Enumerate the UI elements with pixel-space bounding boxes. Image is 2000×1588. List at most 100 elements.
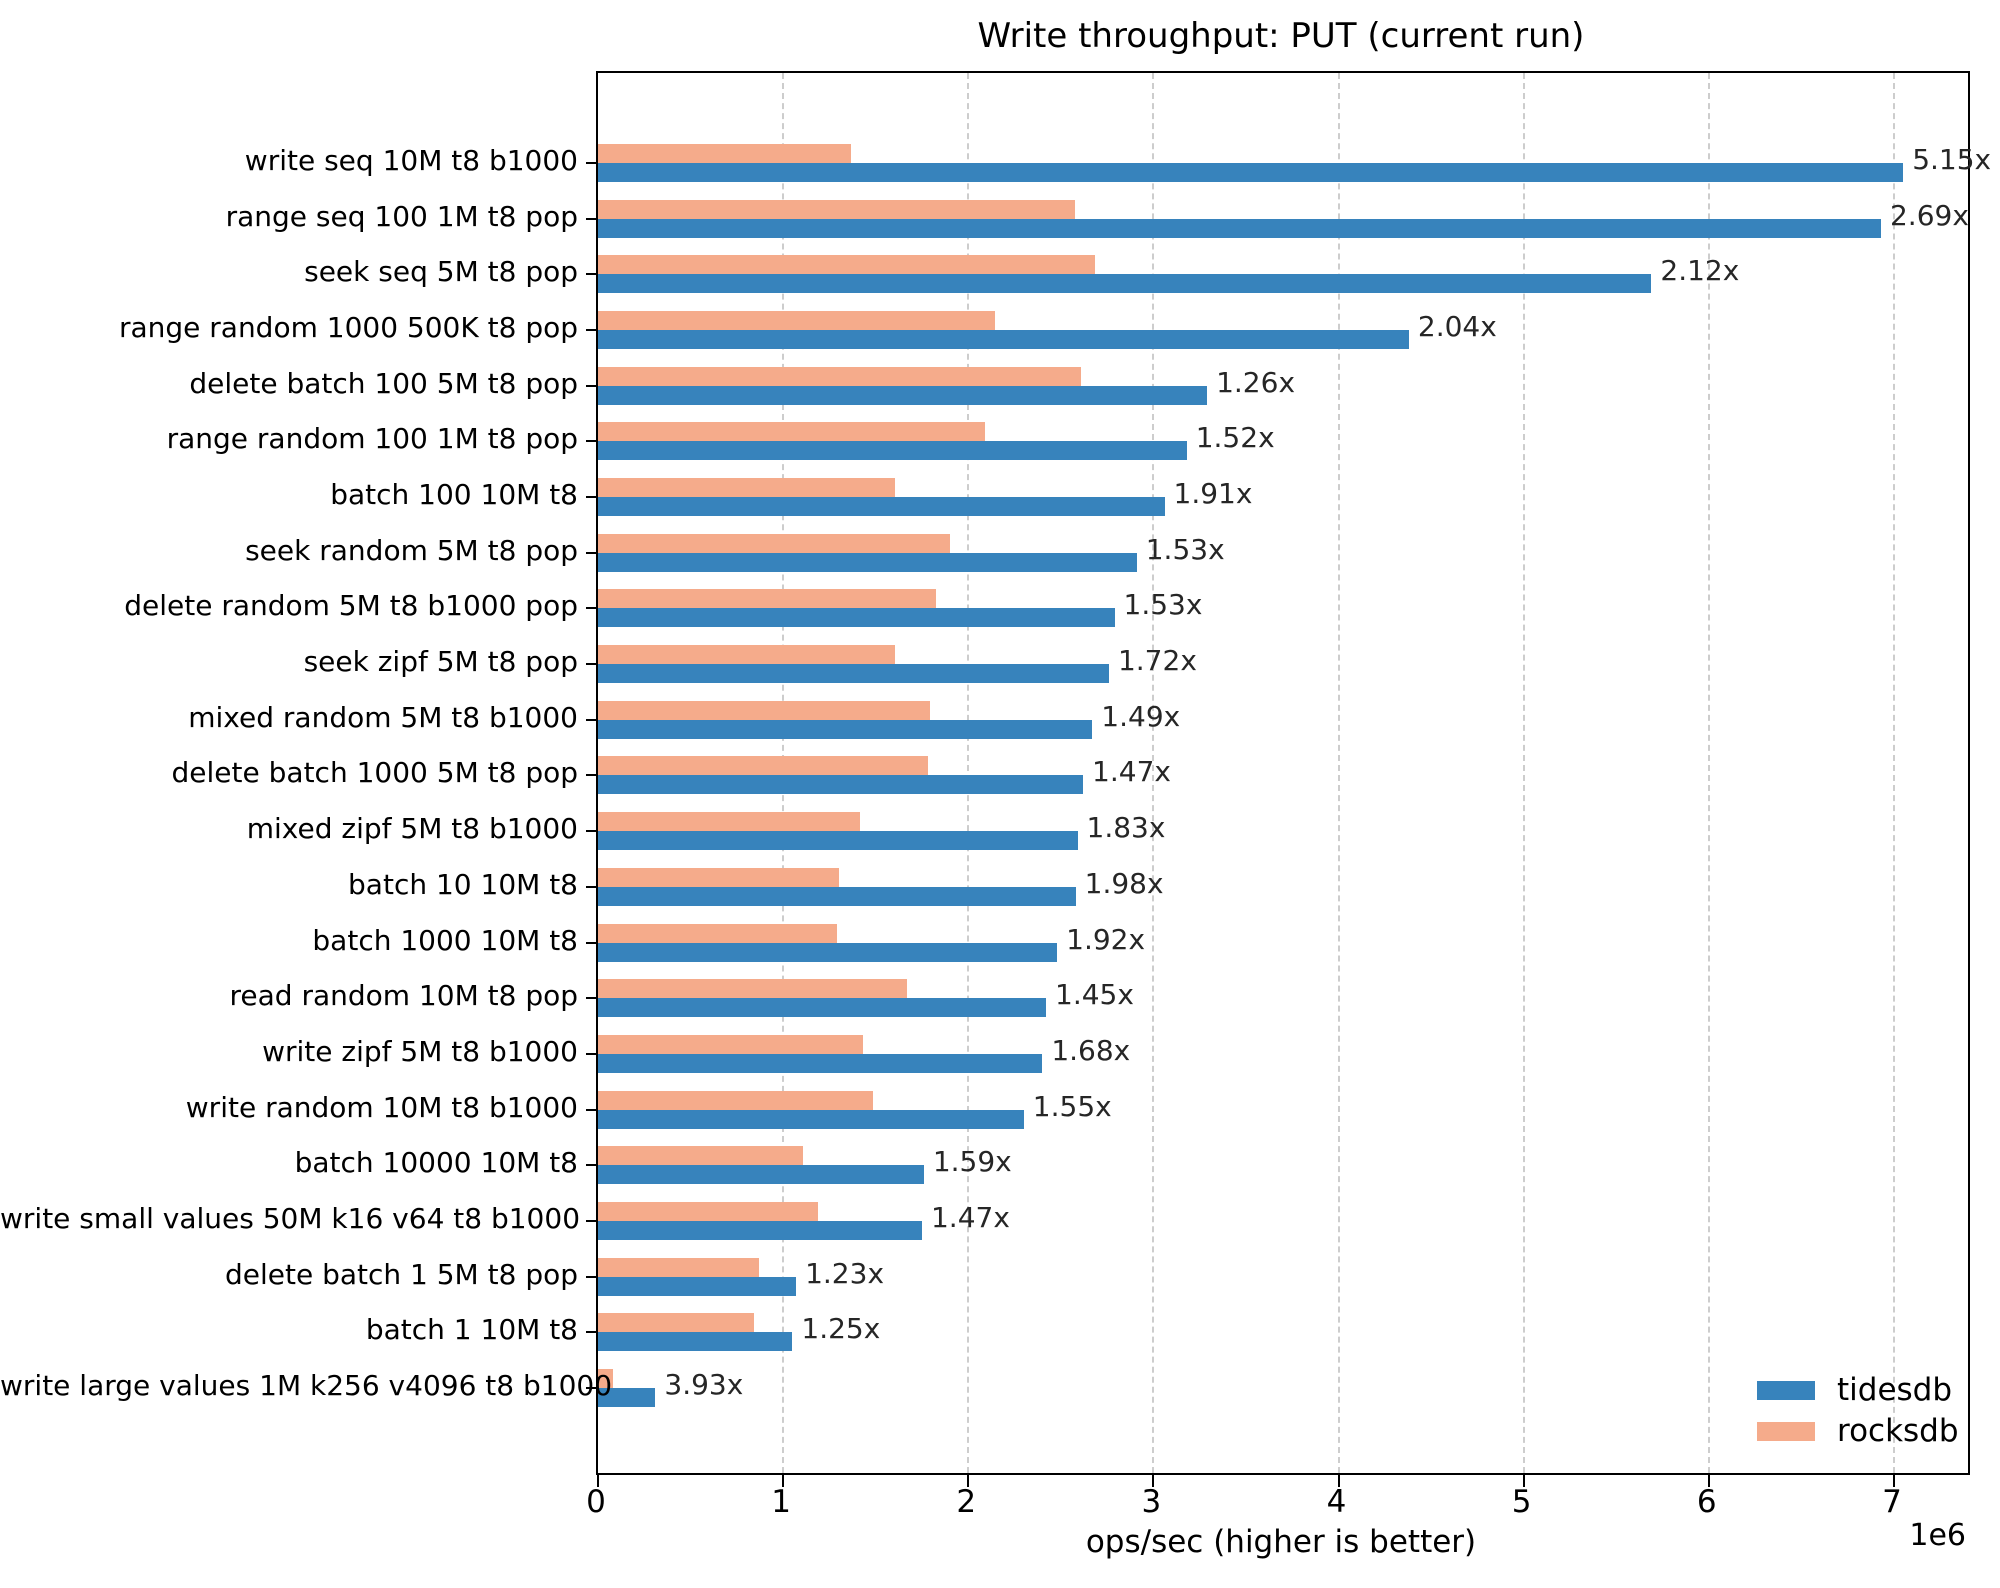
- gridline-x3: [1152, 73, 1155, 1473]
- rocksdb-bar: [598, 1368, 613, 1388]
- rocksdb-bar: [598, 199, 1075, 219]
- y-tick-mark: [586, 1331, 596, 1334]
- tidesdb-bar: [598, 497, 1165, 517]
- y-axis-labels: write seq 10M t8 b1000 range seq 100 1M t…: [0, 71, 612, 1471]
- y-category-label: read random 10M t8 pop: [229, 979, 578, 1013]
- tidesdb-bar: [598, 441, 1187, 461]
- gridline-x2: [967, 73, 970, 1473]
- gridline-x5: [1522, 73, 1525, 1473]
- y-category-label: write zipf 5M t8 b1000: [262, 1034, 578, 1068]
- y-tick-mark: [586, 663, 596, 666]
- y-category-label: mixed random 5M t8 b1000: [188, 700, 578, 734]
- legend-item-tidesdb: tidesdb: [1757, 1374, 1977, 1407]
- rocksdb-bar: [598, 979, 907, 999]
- speedup-annotation: 1.68x: [1051, 1033, 1131, 1067]
- x-tick-label-0: 0: [586, 1484, 606, 1520]
- y-tick-mark: [586, 1108, 596, 1111]
- legend-swatch-tidesdb: [1757, 1381, 1815, 1400]
- speedup-annotation: 1.98x: [1084, 866, 1164, 900]
- y-category-label: seek zipf 5M t8 pop: [303, 645, 578, 679]
- x-tick-mark-2: [967, 1475, 970, 1487]
- rocksdb-bar: [598, 366, 1082, 386]
- plot-area: 5.15x 2.69x 2.12x 2.04x 1.26x 1.52x 1.91x 1.53x…: [586, 71, 1991, 1487]
- y-category-label: write random 10M t8 b1000: [185, 1090, 578, 1124]
- x-tick-mark-7: [1892, 1475, 1895, 1487]
- rocksdb-bar: [598, 311, 996, 331]
- tidesdb-bar: [598, 1387, 656, 1407]
- y-tick-mark: [586, 607, 596, 610]
- x-tick-label-3: 3: [1141, 1484, 1162, 1520]
- tidesdb-bar: [598, 998, 1047, 1018]
- tidesdb-bar: [598, 886, 1076, 906]
- speedup-annotation: 1.49x: [1101, 699, 1181, 733]
- tidesdb-bar: [598, 385, 1208, 405]
- y-category-label: batch 1 10M t8: [365, 1313, 578, 1347]
- speedup-annotation: 1.53x: [1145, 532, 1225, 566]
- y-category-label: seek random 5M t8 pop: [245, 533, 578, 567]
- gridline-x4: [1337, 73, 1340, 1473]
- speedup-annotation: 1.55x: [1032, 1089, 1112, 1123]
- rocksdb-bar: [598, 1313, 754, 1333]
- tidesdb-bar: [598, 1332, 793, 1352]
- speedup-annotation: 1.23x: [805, 1256, 885, 1290]
- rocksdb-bar: [598, 533, 951, 553]
- y-tick-mark: [586, 997, 596, 1000]
- tidesdb-bar: [598, 552, 1137, 572]
- x-tick-label-4: 4: [1326, 1484, 1347, 1520]
- rocksdb-bar: [598, 867, 840, 887]
- gridline-x6: [1707, 73, 1710, 1473]
- legend-label-rocksdb: rocksdb: [1837, 1413, 1959, 1449]
- legend-swatch-rocksdb: [1757, 1422, 1815, 1441]
- speedup-annotation: 1.83x: [1086, 811, 1166, 845]
- speedup-annotation: 1.52x: [1195, 421, 1275, 455]
- x-tick-mark-6: [1707, 1475, 1710, 1487]
- y-category-label: range seq 100 1M t8 pop: [225, 199, 578, 233]
- tidesdb-bar: [598, 218, 1881, 238]
- x-tick-mark-0: [597, 1475, 599, 1487]
- y-tick-mark: [586, 885, 596, 888]
- x-tick-label-2: 2: [956, 1484, 977, 1520]
- y-tick-mark: [586, 1219, 596, 1222]
- tidesdb-bar: [598, 274, 1652, 294]
- x-tick-mark-3: [1152, 1475, 1155, 1487]
- y-category-label: range random 100 1M t8 pop: [166, 422, 578, 456]
- tidesdb-bar: [598, 719, 1093, 739]
- y-category-label: delete batch 100 5M t8 pop: [189, 366, 578, 400]
- tidesdb-bar: [598, 831, 1078, 851]
- x-tick-label-6: 6: [1696, 1484, 1717, 1520]
- tidesdb-bar: [598, 1109, 1024, 1129]
- rocksdb-bar: [598, 812, 860, 832]
- y-tick-mark: [586, 384, 596, 387]
- tidesdb-bar: [598, 608, 1115, 628]
- x-tick-mark-5: [1522, 1475, 1525, 1487]
- speedup-annotation: 1.45x: [1055, 978, 1134, 1012]
- speedup-annotation: 5.15x: [1912, 143, 1992, 176]
- y-category-label: batch 100 10M t8: [330, 478, 578, 512]
- speedup-annotation: 2.04x: [1417, 310, 1497, 344]
- tidesdb-bar: [598, 775, 1084, 795]
- tidesdb-bar: [598, 1276, 797, 1296]
- y-category-label: batch 10000 10M t8: [294, 1146, 578, 1180]
- rocksdb-bar: [598, 645, 896, 665]
- rocksdb-bar: [598, 589, 936, 609]
- speedup-annotation: 1.53x: [1123, 588, 1203, 622]
- speedup-annotation: 1.47x: [930, 1200, 1010, 1234]
- rocksdb-bar: [598, 700, 930, 720]
- rocksdb-bar: [598, 478, 895, 498]
- tidesdb-bar: [598, 1165, 924, 1185]
- y-category-label: seek seq 5M t8 pop: [304, 255, 578, 289]
- y-tick-mark: [586, 551, 596, 554]
- y-category-label: mixed zipf 5M t8 b1000: [246, 812, 578, 846]
- legend-label-tidesdb: tidesdb: [1837, 1372, 1953, 1408]
- gridline-x7: [1892, 73, 1895, 1473]
- y-tick-mark: [586, 774, 596, 777]
- rocksdb-bar: [598, 1090, 873, 1110]
- y-tick-mark: [586, 718, 596, 721]
- legend-item-rocksdb: rocksdb: [1757, 1415, 1977, 1448]
- speedup-annotation: 2.12x: [1660, 254, 1740, 288]
- speedup-annotation: 1.47x: [1092, 755, 1171, 789]
- x-tick-mark-1: [782, 1475, 785, 1487]
- rocksdb-bar: [598, 255, 1095, 275]
- y-tick-mark: [586, 1164, 596, 1167]
